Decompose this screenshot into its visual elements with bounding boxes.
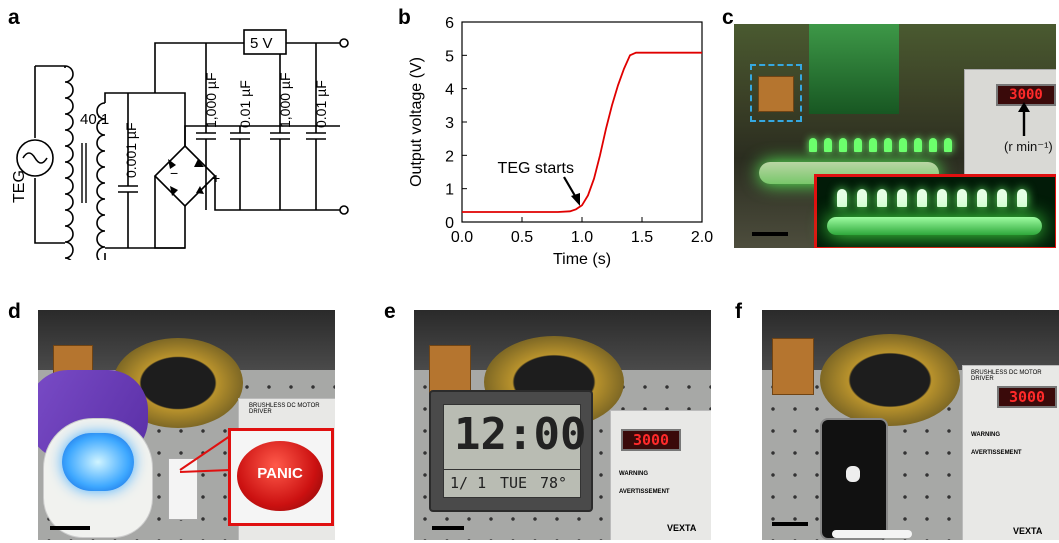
cap-label-2: 1,000 µF	[203, 72, 219, 128]
x-tick-label: 1.5	[631, 229, 653, 246]
scale-bar	[432, 526, 464, 530]
inset-connector	[179, 435, 231, 473]
led-row	[809, 138, 969, 158]
x-tick-label: 2.0	[691, 229, 713, 246]
circuit-diagram: + − TEG 40:1 0.001 µF 1,000 µF 0.01 µF 1…	[11, 29, 349, 260]
inset-led	[897, 189, 907, 207]
y-tick-label: 3	[445, 115, 454, 132]
panel-label-e: e	[384, 300, 396, 323]
series-line	[462, 51, 702, 213]
avertissement-label: AVERTISSEMENT	[619, 489, 670, 495]
annotation-text: TEG starts	[498, 160, 574, 177]
inset-panic-button: PANIC	[228, 428, 334, 526]
clock-date: 1/ 1	[450, 474, 487, 492]
photo-d-panic-alarm: BRUSHLESS DC MOTOR DRIVER 3000 PANIC	[38, 310, 335, 540]
brand-label: VEXTA	[1013, 526, 1043, 536]
rpm-arrow	[1018, 102, 1030, 136]
rpm-unit-label: (r min⁻¹)	[1004, 139, 1053, 154]
y-axis-label: Output voltage (V)	[408, 57, 425, 187]
inset-led-closeup	[814, 174, 1056, 248]
y-tick-label: 5	[445, 48, 454, 65]
annotation-arrowhead	[571, 193, 580, 206]
ratio-label: 40:1	[80, 111, 109, 128]
smartphone	[820, 418, 888, 540]
led	[914, 138, 922, 152]
inset-led	[877, 189, 887, 207]
warning-label: WARNING	[971, 432, 1000, 438]
inset-led	[957, 189, 967, 207]
panel-label-b: b	[398, 6, 411, 29]
x-tick-label: 0.5	[511, 229, 533, 246]
x-tick-label: 0.0	[451, 229, 473, 246]
led	[854, 138, 862, 152]
clock-time: 12:00	[454, 409, 587, 460]
led	[884, 138, 892, 152]
circuit-board	[429, 345, 471, 397]
panic-label: PANIC	[257, 465, 303, 482]
regulator-label: 5 V	[250, 35, 273, 52]
voltage-chart: 0.0 0.5 1.0 1.5 2.0 0 1 2 3 4 5 6 Time (s) Output vol…	[408, 15, 713, 268]
inset-led	[937, 189, 947, 207]
rpm-display: 3000	[621, 429, 681, 451]
warning-label: WARNING	[619, 471, 648, 477]
apple-logo-icon	[846, 466, 860, 482]
led	[899, 138, 907, 152]
rpm-display: 3000	[997, 386, 1057, 408]
photo-e-clock: 12:00 1/ 1 TUE 78° 3000 WARNING AVERTISS…	[414, 310, 711, 540]
clock-day: TUE	[500, 474, 528, 492]
avertissement-label: AVERTISSEMENT	[971, 450, 1022, 456]
led	[929, 138, 937, 152]
cap-label-5: 0.01 µF	[313, 80, 329, 128]
motor-driver-box: 3000 WARNING AVERTISSEMENT VEXTA	[610, 410, 711, 540]
panel-label-c: c	[722, 6, 734, 29]
y-tick-label: 2	[445, 148, 454, 165]
panel-label-a: a	[8, 6, 20, 29]
y-tick-label: 0	[445, 215, 454, 232]
y-tick-label: 1	[445, 182, 454, 199]
clock-temp: 78°	[540, 474, 568, 492]
dashed-highlight-box	[750, 64, 802, 122]
led	[944, 138, 952, 152]
alarm-device	[43, 418, 153, 538]
driver-title: BRUSHLESS DC MOTOR DRIVER	[249, 403, 320, 415]
led	[809, 138, 817, 152]
bridge-minus: −	[170, 165, 178, 181]
circuit-board	[772, 338, 814, 395]
x-axis-label: Time (s)	[553, 251, 611, 268]
led	[824, 138, 832, 152]
scale-bar	[772, 522, 808, 526]
led	[869, 138, 877, 152]
inset-led	[997, 189, 1007, 207]
inset-led	[917, 189, 927, 207]
motor-mount	[809, 24, 899, 114]
panel-label-d: d	[8, 300, 21, 323]
driver-title: BRUSHLESS DC MOTOR DRIVER	[971, 370, 1042, 382]
photo-f-phone-charging: BRUSHLESS DC MOTOR DRIVER 3000 WARNING A…	[762, 310, 1059, 540]
inset-led	[1017, 189, 1027, 207]
y-tick-label: 4	[445, 82, 454, 99]
y-tick-label: 6	[445, 15, 454, 32]
inset-led	[857, 189, 867, 207]
inset-led	[977, 189, 987, 207]
bridge-plus: +	[212, 170, 220, 186]
motor-driver-box: BRUSHLESS DC MOTOR DRIVER 3000 WARNING A…	[962, 365, 1059, 540]
panel-label-f: f	[735, 300, 742, 323]
cap-label-3: 0.01 µF	[237, 80, 253, 128]
led	[839, 138, 847, 152]
photo-c-led-array: 3000 (r min⁻¹)	[734, 24, 1056, 248]
charging-cable	[832, 530, 912, 538]
motor-rotor	[820, 334, 960, 426]
cap-label-4: 1,000 µF	[277, 72, 293, 128]
teg-label: TEG	[11, 170, 28, 203]
lcd-clock: 12:00 1/ 1 TUE 78°	[429, 390, 593, 512]
brand-label: VEXTA	[667, 523, 697, 533]
x-tick-label: 1.0	[571, 229, 593, 246]
scale-bar	[50, 526, 90, 530]
inset-led	[837, 189, 847, 207]
cap-label-1: 0.001 µF	[123, 122, 139, 178]
rpm-display: 3000	[996, 84, 1056, 106]
scale-bar	[752, 232, 788, 236]
